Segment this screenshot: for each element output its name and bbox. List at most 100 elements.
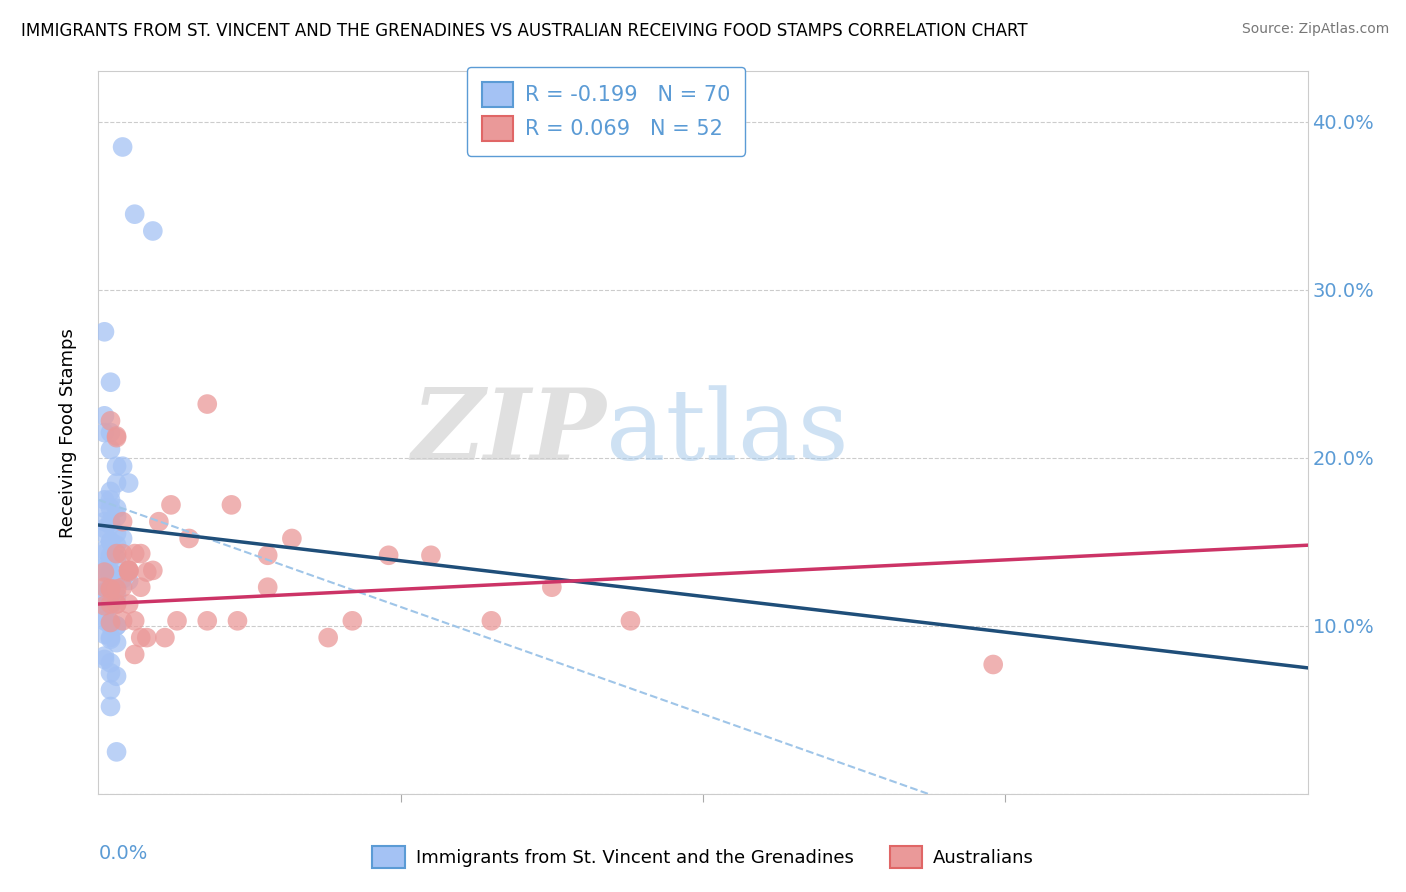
Point (93, 580, 115, 594)
Point (93, 425, 115, 440)
Point (142, 224, 165, 238)
Point (111, 547, 134, 561)
Point (105, 526, 128, 541)
Point (100, 568, 122, 582)
Point (481, 614, 503, 628)
Point (105, 635, 128, 649)
Point (118, 476, 141, 491)
Y-axis label: Receiving Food Stamps: Receiving Food Stamps (59, 327, 77, 538)
Point (100, 599, 122, 613)
Point (111, 459, 134, 474)
Point (540, 580, 562, 594)
Point (111, 614, 134, 628)
Point (226, 614, 249, 628)
Point (111, 140, 134, 154)
Point (93, 593, 115, 607)
Text: Source: ZipAtlas.com: Source: ZipAtlas.com (1241, 22, 1389, 37)
Point (281, 532, 304, 546)
Point (93, 543, 115, 558)
Point (93, 597, 115, 611)
Point (93, 610, 115, 624)
Point (195, 614, 218, 628)
Point (981, 657, 1004, 672)
Point (93, 627, 115, 641)
Point (105, 538, 128, 552)
Point (256, 580, 278, 594)
Point (105, 669, 128, 683)
Point (105, 547, 128, 561)
Point (105, 476, 128, 491)
Point (93, 599, 115, 613)
Point (118, 563, 141, 577)
Point (100, 549, 122, 563)
Point (93, 614, 115, 628)
Point (100, 414, 122, 428)
Point (100, 534, 122, 549)
Point (105, 431, 128, 445)
Point (100, 615, 122, 630)
Point (124, 614, 146, 628)
Point (100, 375, 122, 389)
Point (256, 549, 278, 563)
Point (105, 501, 128, 516)
Point (100, 589, 122, 603)
Point (100, 565, 122, 579)
Point (105, 568, 128, 582)
Point (195, 397, 218, 411)
Point (93, 565, 115, 579)
Point (111, 580, 134, 594)
Point (93, 501, 115, 516)
Point (93, 521, 115, 535)
Point (93, 325, 115, 339)
Point (100, 682, 122, 697)
Point (100, 582, 122, 596)
Point (93, 563, 115, 577)
Point (105, 589, 128, 603)
Point (111, 515, 134, 529)
Point (179, 532, 201, 546)
Point (100, 582, 122, 596)
Point (105, 619, 128, 633)
Point (100, 501, 122, 516)
Point (148, 515, 170, 529)
Point (100, 631, 122, 645)
Point (153, 631, 176, 645)
Point (100, 699, 122, 714)
Point (105, 551, 128, 566)
Point (166, 614, 188, 628)
Point (420, 549, 443, 563)
Point (100, 551, 122, 566)
Point (124, 547, 146, 561)
Point (118, 563, 141, 577)
Point (100, 492, 122, 507)
Point (105, 619, 128, 633)
Point (129, 631, 152, 645)
Point (118, 597, 141, 611)
Point (105, 582, 128, 596)
Legend: Immigrants from St. Vincent and the Grenadines, Australians: Immigrants from St. Vincent and the Gren… (366, 839, 1040, 876)
Text: ZIP: ZIP (412, 384, 606, 481)
Point (100, 442, 122, 457)
Point (105, 597, 128, 611)
Point (160, 498, 183, 512)
Point (619, 614, 641, 628)
Point (100, 619, 122, 633)
Point (118, 565, 141, 579)
Point (93, 652, 115, 666)
Point (100, 665, 122, 680)
Point (93, 547, 115, 561)
Point (100, 585, 122, 599)
Point (135, 631, 157, 645)
Point (100, 484, 122, 499)
Point (100, 582, 122, 596)
Point (316, 631, 339, 645)
Point (221, 498, 243, 512)
Point (93, 585, 115, 599)
Point (100, 632, 122, 647)
Point (93, 526, 115, 541)
Point (105, 459, 128, 474)
Point (142, 563, 165, 577)
Point (93, 492, 115, 507)
Point (100, 615, 122, 630)
Point (135, 565, 157, 579)
